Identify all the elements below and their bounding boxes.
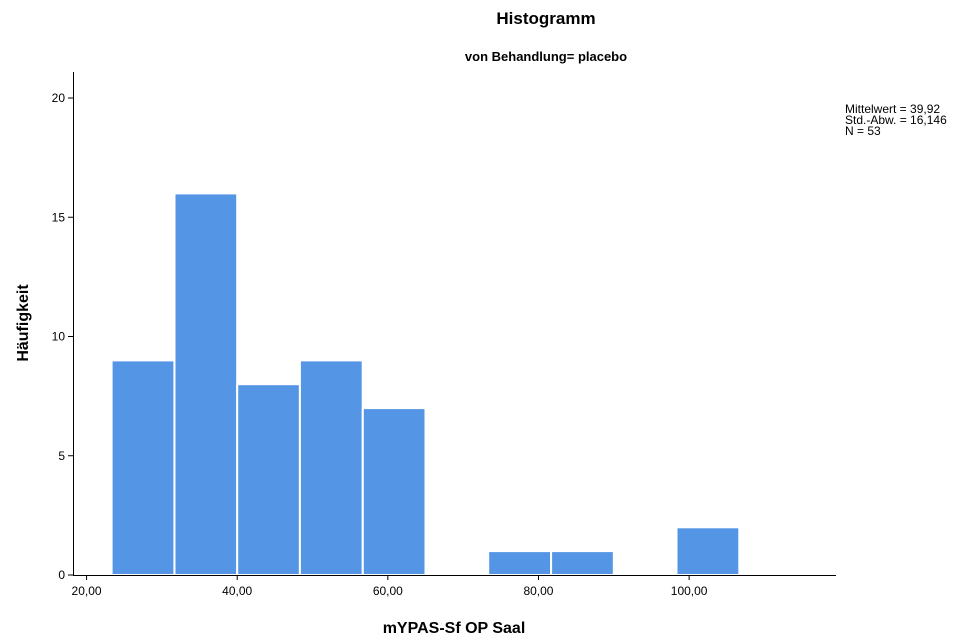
stats-sd: Std.-Abw. = 16,146 [845,113,947,127]
x-tick-label: 100,00 [671,584,708,598]
axes-layer [73,72,836,576]
histogram-bar [550,550,615,576]
stats-n: N = 53 [845,124,881,138]
y-axis-title: Häufigkeit [15,284,32,362]
histogram-bar [110,359,176,576]
y-tick-label: 15 [52,210,66,224]
histogram-bar [236,383,301,577]
x-tick-label: 80,00 [523,584,553,598]
stats-box: Mittelwert = 39,92 Std.-Abw. = 16,146 N … [845,102,947,138]
histogram-bar [173,192,239,576]
stats-mean: Mittelwert = 39,92 [845,102,941,116]
bars-layer [110,192,741,577]
chart-title: Histogramm [496,9,596,28]
ticks-layer: 20,00 40,00 60,00 80,00 100,00 0 5 10 15 20 [52,91,708,598]
histogram-bar [675,526,741,576]
y-tick-label: 10 [52,330,66,344]
x-tick-label: 40,00 [222,584,252,598]
x-tick-label: 20,00 [72,584,102,598]
histogram-bar [487,550,553,576]
x-axis-title: mYPAS-Sf OP Saal [383,620,526,637]
histogram-bar [361,407,427,576]
histogram-bar [298,359,364,576]
chart-subtitle: von Behandlung= placebo [464,49,628,64]
y-tick-label: 20 [52,91,66,105]
x-tick-label: 60,00 [373,584,403,598]
y-tick-label: 0 [58,568,65,582]
y-tick-label: 5 [58,449,65,463]
